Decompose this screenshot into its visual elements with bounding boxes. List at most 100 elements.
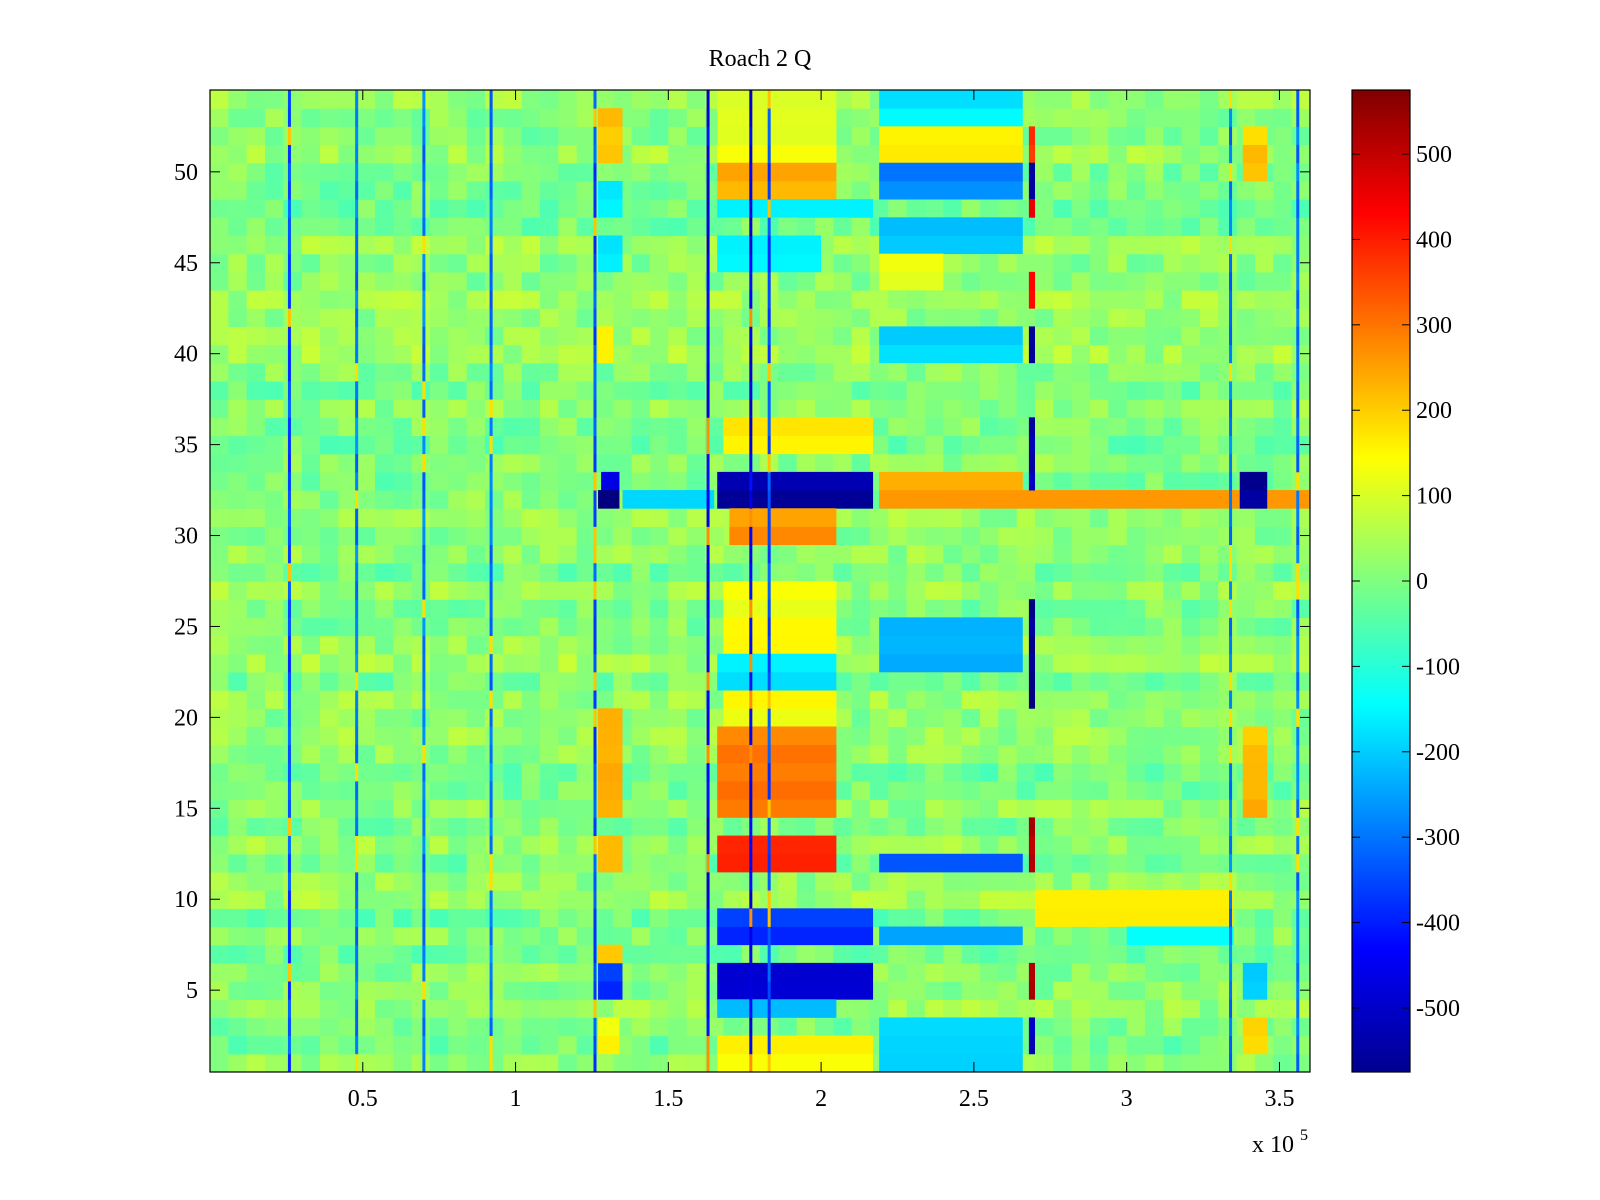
- heatmap-cell: [228, 453, 248, 473]
- heatmap-cell: [540, 999, 559, 1019]
- heatmap-cell: [1291, 744, 1310, 764]
- heatmap-cell: [576, 199, 596, 218]
- heatmap-cell: [1108, 326, 1128, 346]
- heatmap-cell: [686, 544, 706, 564]
- heatmap-cell: [1163, 90, 1183, 109]
- heatmap-cell: [613, 599, 633, 618]
- heatmap-cell: [375, 726, 394, 746]
- heatmap-cell: [1071, 326, 1091, 346]
- heatmap-cell: [375, 581, 394, 600]
- heatmap-cell: [925, 781, 944, 800]
- heatmap-cell: [833, 817, 853, 837]
- heatmap-cell: [668, 144, 688, 164]
- heatmap-cell: [833, 144, 853, 164]
- heatmap-cell: [283, 417, 303, 437]
- heatmap-cell: [1090, 999, 1109, 1019]
- heatmap-streak: [489, 490, 493, 509]
- heatmap-cell: [1071, 1053, 1091, 1072]
- heatmap-cell: [338, 926, 358, 946]
- heatmap-cell: [265, 544, 284, 564]
- heatmap-cell: [595, 599, 614, 618]
- heatmap-streak: [767, 744, 771, 764]
- heatmap-cell: [668, 908, 688, 928]
- heatmap-cell: [668, 817, 688, 837]
- heatmap-cell: [246, 90, 266, 109]
- heatmap-cell: [705, 1017, 724, 1037]
- heatmap-cell: [503, 126, 523, 146]
- heatmap-streak: [1229, 1017, 1233, 1037]
- heatmap-cell: [503, 890, 523, 909]
- heatmap-patch: [717, 1035, 874, 1055]
- heatmap-cell: [393, 599, 413, 618]
- heatmap-cell: [283, 1053, 303, 1072]
- heatmap-patch: [717, 762, 837, 782]
- heatmap-cell: [1163, 290, 1183, 309]
- heatmap-cell: [1200, 799, 1219, 819]
- heatmap-cell: [1236, 362, 1256, 382]
- heatmap-cell: [650, 653, 669, 673]
- heatmap-cell: [595, 671, 614, 691]
- heatmap-streak: [355, 490, 359, 509]
- heatmap-cell: [503, 308, 523, 328]
- heatmap-cell: [576, 526, 596, 546]
- heatmap-streak: [489, 944, 493, 964]
- heatmap-cell: [466, 108, 486, 127]
- heatmap-patch: [1028, 853, 1035, 873]
- heatmap-streak: [422, 599, 426, 618]
- heatmap-cell: [631, 417, 651, 437]
- heatmap-cell: [375, 453, 394, 473]
- heatmap-cell: [1200, 199, 1219, 218]
- heatmap-streak: [767, 890, 771, 909]
- heatmap-cell: [815, 344, 834, 364]
- heatmap-streak: [593, 981, 597, 1000]
- heatmap-cell: [705, 526, 724, 546]
- heatmap-cell: [686, 271, 706, 291]
- heatmap-cell: [833, 526, 853, 546]
- heatmap-cell: [283, 380, 303, 400]
- heatmap-cell: [1181, 290, 1201, 309]
- heatmap-cell: [265, 90, 284, 109]
- heatmap-patch: [879, 180, 1023, 200]
- heatmap-cell: [925, 308, 944, 328]
- heatmap-streak: [749, 144, 753, 164]
- heatmap-cell: [631, 635, 651, 655]
- heatmap-cell: [228, 581, 248, 600]
- heatmap-cell: [906, 944, 926, 964]
- heatmap-cell: [411, 890, 431, 909]
- heatmap-cell: [210, 471, 229, 491]
- heatmap-streak: [422, 981, 426, 1000]
- heatmap-streak: [1229, 90, 1233, 109]
- heatmap-streak: [706, 435, 710, 455]
- heatmap-streak: [287, 290, 291, 309]
- heatmap-cell: [301, 417, 321, 437]
- x-axis-multiplier: x 10 5: [1252, 1127, 1308, 1158]
- heatmap-cell: [705, 544, 724, 564]
- heatmap-cell: [998, 435, 1018, 455]
- heatmap-streak: [767, 799, 771, 818]
- heatmap-cell: [980, 399, 999, 418]
- heatmap-cell: [503, 417, 523, 437]
- heatmap-cell: [1181, 417, 1201, 437]
- heatmap-cell: [228, 726, 248, 746]
- heatmap-cell: [411, 90, 431, 109]
- heatmap-streak: [1296, 199, 1300, 218]
- heatmap-streak: [422, 108, 426, 127]
- x-tick-label: 2: [815, 1086, 827, 1112]
- heatmap-cell: [906, 362, 926, 382]
- heatmap-cell: [540, 908, 559, 928]
- heatmap-cell: [375, 944, 394, 964]
- heatmap-cell: [1218, 1017, 1238, 1037]
- heatmap-cell: [1108, 290, 1128, 309]
- heatmap-cell: [246, 526, 266, 546]
- heatmap-cell: [1053, 90, 1073, 109]
- heatmap-cell: [1236, 908, 1256, 928]
- heatmap-cell: [1163, 726, 1183, 746]
- heatmap-streak: [593, 1053, 597, 1072]
- heatmap-cell: [576, 362, 596, 382]
- heatmap-cell: [301, 944, 321, 964]
- heatmap-cell: [558, 562, 578, 582]
- heatmap-cell: [301, 908, 321, 928]
- heatmap-cell: [1071, 1035, 1091, 1055]
- heatmap-cell: [1273, 380, 1293, 400]
- heatmap-cell: [411, 653, 431, 673]
